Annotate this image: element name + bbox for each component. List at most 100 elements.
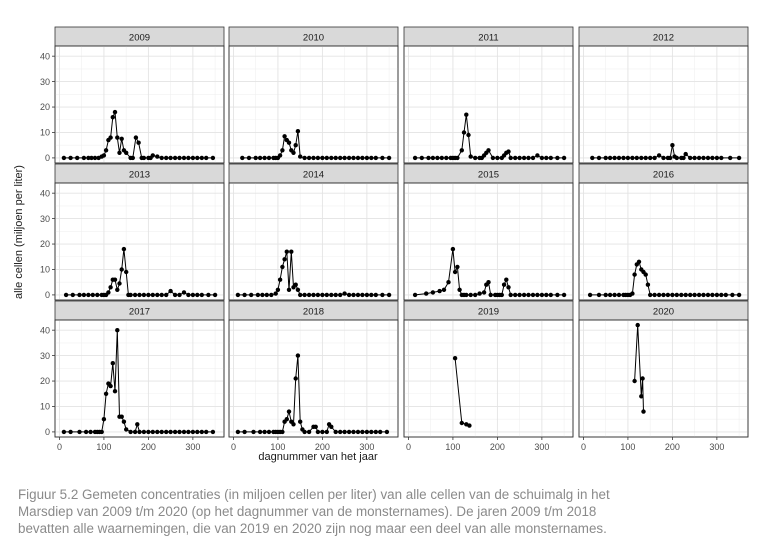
- data-point: [108, 135, 113, 140]
- data-point: [324, 155, 329, 161]
- data-point: [181, 290, 187, 295]
- data-point: [643, 272, 648, 277]
- data-point: [99, 429, 104, 435]
- data-point: [495, 155, 500, 161]
- data-point: [333, 155, 338, 161]
- data-point: [369, 155, 374, 161]
- data-point: [419, 155, 424, 161]
- data-point: [210, 429, 216, 435]
- data-point: [190, 155, 196, 161]
- panel-border: [578, 182, 749, 301]
- data-point: [159, 155, 164, 161]
- facet-panel-2014: 2014: [228, 163, 399, 301]
- data-point: [266, 429, 272, 435]
- data-point: [544, 155, 549, 161]
- data-point: [195, 429, 200, 435]
- data-point: [539, 155, 545, 161]
- y-axis-title: alle cellen (miljoen per liter): [13, 165, 25, 299]
- data-point: [648, 292, 653, 298]
- data-point: [124, 150, 129, 155]
- data-point: [306, 429, 312, 435]
- data-point: [329, 155, 334, 161]
- data-point: [235, 429, 241, 435]
- data-point: [282, 134, 287, 139]
- caption-line-2: Marsdiep van 2009 t/m 2020 (op het dagnu…: [18, 504, 597, 519]
- data-point: [384, 429, 390, 435]
- panel-border: [403, 319, 574, 438]
- data-point: [266, 155, 272, 161]
- data-point: [298, 292, 303, 298]
- data-point: [181, 429, 187, 435]
- y-tick-label: 20: [40, 102, 50, 112]
- y-tick-label: 0: [45, 153, 50, 163]
- data-point: [333, 429, 338, 435]
- data-point: [95, 292, 100, 298]
- data-point: [92, 155, 98, 161]
- grid-lines: [579, 320, 748, 437]
- data-point: [177, 155, 182, 161]
- data-point: [86, 292, 91, 298]
- data-point: [634, 155, 639, 161]
- data-point: [670, 143, 675, 148]
- panel-border: [54, 182, 225, 301]
- data-point: [186, 155, 191, 161]
- data-point: [177, 429, 182, 435]
- data-point: [262, 155, 267, 161]
- data-point: [351, 292, 356, 298]
- data-point: [437, 288, 442, 294]
- data-point: [63, 292, 69, 298]
- x-tick-label: 100: [96, 442, 111, 452]
- data-point: [603, 155, 608, 161]
- data-point: [168, 429, 173, 435]
- y-tick-label: 30: [40, 214, 50, 224]
- panel-border: [54, 319, 225, 438]
- data-point: [155, 429, 160, 435]
- data-point: [121, 246, 127, 252]
- data-point: [298, 154, 303, 159]
- data-point: [88, 429, 93, 435]
- data-point: [508, 292, 513, 298]
- data-point: [164, 429, 169, 435]
- data-point: [280, 148, 285, 153]
- y-tick-label: 20: [40, 376, 50, 386]
- data-point: [117, 281, 122, 286]
- grid-lines: [404, 320, 573, 437]
- data-point: [380, 155, 385, 161]
- y-tick-label: 30: [40, 77, 50, 87]
- data-point: [137, 429, 142, 435]
- data-point: [132, 292, 138, 298]
- data-point: [311, 292, 316, 298]
- data-point: [302, 292, 307, 298]
- x-tick-label: 100: [445, 442, 460, 452]
- y-tick-label: 40: [40, 325, 50, 335]
- panel-border: [578, 45, 749, 164]
- data-point: [251, 429, 256, 435]
- data-point: [736, 155, 742, 161]
- data-point: [112, 277, 118, 282]
- facet-strip-label: 2015: [478, 170, 499, 181]
- data-point: [146, 429, 151, 435]
- data-point: [320, 155, 325, 161]
- data-point: [257, 429, 263, 435]
- data-point: [501, 282, 507, 287]
- data-point: [636, 259, 642, 264]
- data-point: [596, 155, 602, 161]
- data-point: [632, 378, 637, 384]
- data-point: [286, 140, 292, 145]
- data-point: [555, 155, 560, 161]
- panel-background: [228, 182, 399, 301]
- data-point: [338, 155, 343, 161]
- data-point: [705, 155, 711, 161]
- data-point: [137, 292, 142, 298]
- data-point: [652, 155, 657, 161]
- data-point: [386, 155, 392, 161]
- data-point: [204, 429, 209, 435]
- data-point: [683, 151, 688, 157]
- data-point: [450, 246, 456, 252]
- facet-panel-2018: 2018 0 100 200 300: [228, 300, 399, 452]
- panel-border: [228, 182, 399, 301]
- data-point: [435, 155, 440, 161]
- data-point: [338, 429, 343, 435]
- data-point: [424, 291, 429, 296]
- data-point: [333, 292, 338, 298]
